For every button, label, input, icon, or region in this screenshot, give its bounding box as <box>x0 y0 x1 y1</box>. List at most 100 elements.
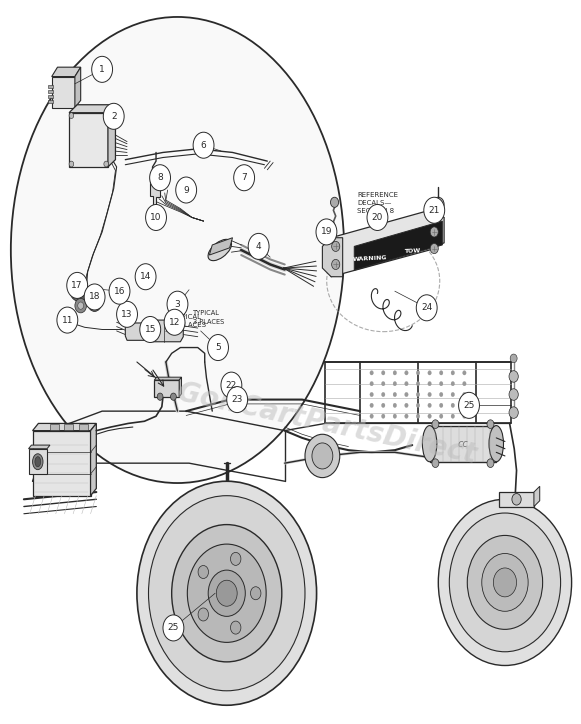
Circle shape <box>439 403 443 408</box>
Polygon shape <box>69 113 108 167</box>
Circle shape <box>170 393 176 400</box>
Circle shape <box>510 354 517 363</box>
Circle shape <box>150 165 170 190</box>
Circle shape <box>432 459 439 468</box>
Polygon shape <box>108 105 116 167</box>
Circle shape <box>405 414 408 418</box>
Circle shape <box>509 407 518 418</box>
Circle shape <box>458 392 479 418</box>
Circle shape <box>193 132 214 159</box>
Circle shape <box>227 387 248 413</box>
Text: 16: 16 <box>114 287 125 295</box>
Circle shape <box>92 56 113 83</box>
Circle shape <box>104 113 109 119</box>
Circle shape <box>435 201 441 208</box>
Polygon shape <box>28 449 47 474</box>
Circle shape <box>171 525 282 662</box>
Text: 25: 25 <box>168 623 179 633</box>
Text: 2: 2 <box>111 111 117 121</box>
Circle shape <box>74 283 84 296</box>
Circle shape <box>428 403 431 408</box>
Polygon shape <box>499 492 534 507</box>
Circle shape <box>424 197 444 223</box>
Polygon shape <box>155 380 179 397</box>
Circle shape <box>316 219 337 245</box>
Circle shape <box>332 259 340 269</box>
Circle shape <box>487 459 494 468</box>
Polygon shape <box>28 445 50 449</box>
Bar <box>48 95 53 98</box>
Bar <box>48 85 53 88</box>
Circle shape <box>439 414 443 418</box>
Text: 15: 15 <box>145 325 156 334</box>
Ellipse shape <box>208 240 231 261</box>
Circle shape <box>69 113 74 119</box>
Circle shape <box>234 165 254 190</box>
Polygon shape <box>52 77 75 108</box>
Circle shape <box>135 264 156 290</box>
Circle shape <box>67 272 88 298</box>
Circle shape <box>438 500 572 665</box>
Circle shape <box>405 392 408 397</box>
Circle shape <box>91 298 98 307</box>
Circle shape <box>449 513 561 652</box>
Circle shape <box>312 443 333 469</box>
Circle shape <box>216 580 237 606</box>
Circle shape <box>370 414 374 418</box>
Polygon shape <box>91 424 96 496</box>
Circle shape <box>428 382 431 386</box>
Text: TYPICAL: TYPICAL <box>193 310 220 316</box>
Bar <box>64 424 73 430</box>
Circle shape <box>207 334 228 361</box>
Circle shape <box>382 403 385 408</box>
Circle shape <box>231 621 241 634</box>
Circle shape <box>393 414 397 418</box>
Circle shape <box>451 371 454 375</box>
Circle shape <box>430 227 438 237</box>
Text: cc: cc <box>457 439 468 449</box>
Circle shape <box>462 382 466 386</box>
Text: 5: 5 <box>215 343 221 352</box>
Polygon shape <box>69 105 116 113</box>
Circle shape <box>175 177 196 203</box>
Circle shape <box>167 291 188 317</box>
Circle shape <box>75 298 87 313</box>
Text: 23: 23 <box>231 395 243 404</box>
Text: 12: 12 <box>169 318 180 327</box>
Circle shape <box>510 372 517 381</box>
Circle shape <box>451 392 454 397</box>
Circle shape <box>70 278 88 301</box>
Circle shape <box>221 372 242 398</box>
Text: 17: 17 <box>71 281 83 290</box>
Circle shape <box>164 309 185 335</box>
Bar <box>50 424 59 430</box>
Text: TYPICAL
3 PLACES: TYPICAL 3 PLACES <box>173 313 206 327</box>
Circle shape <box>405 403 408 408</box>
Circle shape <box>416 392 419 397</box>
Text: 22: 22 <box>226 381 237 390</box>
Text: 3: 3 <box>175 300 180 308</box>
Polygon shape <box>534 487 540 507</box>
Circle shape <box>428 392 431 397</box>
Bar <box>79 424 88 430</box>
Polygon shape <box>33 431 91 496</box>
Circle shape <box>462 403 466 408</box>
Circle shape <box>416 295 437 321</box>
Circle shape <box>382 371 385 375</box>
Text: 11: 11 <box>62 316 73 324</box>
Polygon shape <box>322 237 343 277</box>
Circle shape <box>451 382 454 386</box>
Circle shape <box>88 294 102 311</box>
Polygon shape <box>33 424 96 431</box>
Circle shape <box>152 211 161 223</box>
Polygon shape <box>429 426 496 462</box>
Circle shape <box>305 434 340 478</box>
Circle shape <box>439 382 443 386</box>
Circle shape <box>509 371 518 382</box>
Circle shape <box>405 382 408 386</box>
Circle shape <box>109 278 130 304</box>
Circle shape <box>198 608 209 621</box>
Circle shape <box>510 390 517 399</box>
Polygon shape <box>331 210 444 277</box>
Circle shape <box>428 414 431 418</box>
